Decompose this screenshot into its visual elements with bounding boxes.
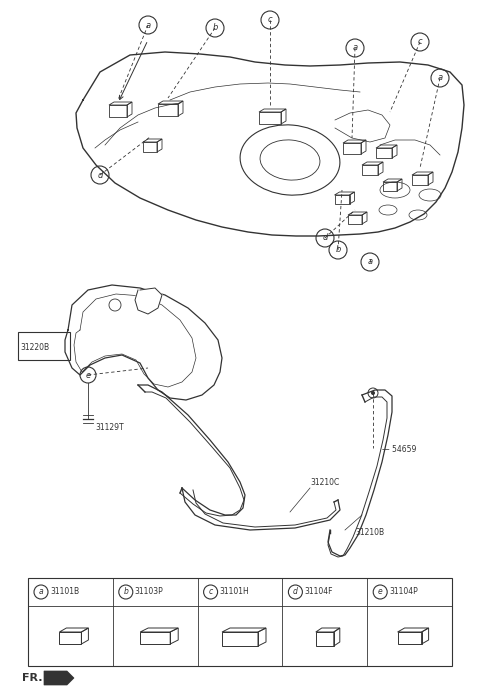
Text: b: b <box>123 588 128 597</box>
Polygon shape <box>76 52 464 236</box>
Text: 31104F: 31104F <box>304 588 333 597</box>
Text: b: b <box>336 245 341 254</box>
Polygon shape <box>135 288 162 314</box>
Text: 31104P: 31104P <box>389 588 418 597</box>
Text: — 54659: — 54659 <box>382 446 416 455</box>
Polygon shape <box>65 285 222 400</box>
Text: 31101B: 31101B <box>50 588 79 597</box>
Text: c: c <box>268 15 272 24</box>
Text: a: a <box>145 21 151 30</box>
Text: 31129T: 31129T <box>95 423 124 432</box>
Text: 31210B: 31210B <box>355 528 384 537</box>
Polygon shape <box>44 671 74 685</box>
Text: d: d <box>322 234 328 243</box>
Text: 31101H: 31101H <box>219 588 249 597</box>
Text: FR.: FR. <box>22 673 43 683</box>
Text: c: c <box>208 588 213 597</box>
Text: 31220B: 31220B <box>20 342 49 351</box>
Text: a: a <box>352 44 358 53</box>
Bar <box>28 578 452 666</box>
Text: e: e <box>378 588 383 597</box>
Text: e: e <box>85 371 91 380</box>
Text: b: b <box>212 24 218 33</box>
Text: d: d <box>293 588 298 597</box>
Text: 31210C: 31210C <box>310 478 339 487</box>
Text: a: a <box>39 588 43 597</box>
Text: a: a <box>437 73 443 82</box>
Text: d: d <box>97 170 103 179</box>
Bar <box>18 332 70 360</box>
Text: 31103P: 31103P <box>135 588 164 597</box>
Circle shape <box>371 391 375 395</box>
Text: a: a <box>367 258 372 267</box>
Text: c: c <box>418 37 422 46</box>
